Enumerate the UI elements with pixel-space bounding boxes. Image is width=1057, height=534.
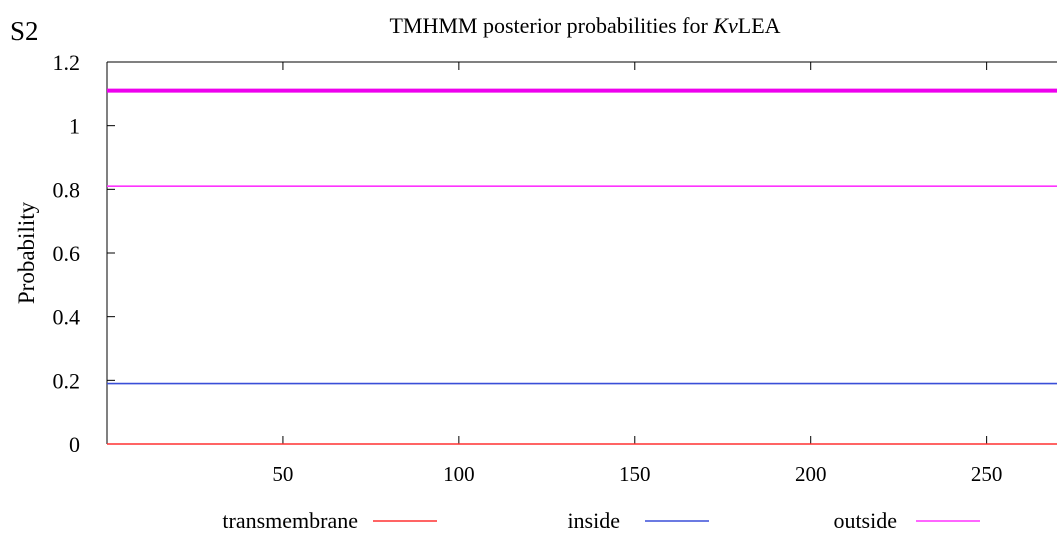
- panel-label: S2: [10, 16, 39, 46]
- legend-label-outside: outside: [833, 508, 897, 533]
- chart-title-suffix: LEA: [738, 13, 781, 38]
- legend-label-inside: inside: [567, 508, 620, 533]
- y-tick-label: 0.8: [53, 177, 81, 202]
- y-tick-label: 0.4: [53, 305, 81, 330]
- chart-title: TMHMM posterior probabilities for KvLEA: [389, 13, 780, 38]
- y-tick-label: 0.6: [53, 241, 81, 266]
- x-tick-label: 50: [272, 462, 293, 486]
- x-tick-label: 150: [619, 462, 651, 486]
- y-tick-label: 0: [69, 432, 80, 457]
- legend: transmembrane inside outside: [222, 508, 980, 533]
- y-tick-label: 1: [69, 114, 80, 139]
- y-axis-label: Probability: [14, 201, 39, 304]
- plot-area: 50 100 150 200 250 0 0.2 0.4 0.6 0.8 1 1.2: [53, 50, 1057, 486]
- x-tick-label: 100: [443, 462, 475, 486]
- legend-label-transmembrane: transmembrane: [222, 508, 358, 533]
- chart-title-prefix: TMHMM posterior probabilities for: [389, 13, 713, 38]
- x-tick-label: 200: [795, 462, 827, 486]
- chart-title-italic: Kv: [712, 13, 738, 38]
- y-tick-label: 0.2: [53, 368, 81, 393]
- y-tick-label: 1.2: [53, 50, 81, 75]
- x-tick-label: 250: [971, 462, 1003, 486]
